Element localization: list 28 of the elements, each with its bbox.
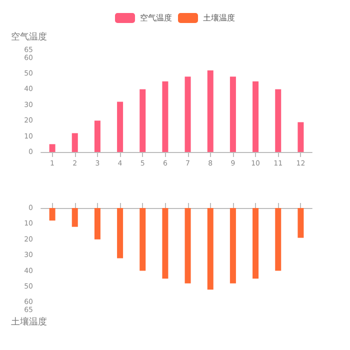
bar xyxy=(94,120,100,152)
bar xyxy=(49,144,56,152)
bar xyxy=(184,208,191,284)
bar xyxy=(298,122,304,152)
legend-label: 空气温度 xyxy=(140,14,172,22)
bar xyxy=(252,208,259,279)
bar xyxy=(275,208,282,271)
bar xyxy=(207,70,214,152)
y-axis-title: 空气温度 xyxy=(11,32,47,42)
bar xyxy=(49,208,56,221)
bar xyxy=(230,76,236,152)
bar xyxy=(162,81,168,152)
bar xyxy=(117,208,124,258)
y-axis-title: 土壤温度 xyxy=(11,316,47,328)
bar xyxy=(94,208,100,240)
bar xyxy=(230,208,236,284)
bar xyxy=(298,208,304,238)
legend-label: 土壤温度 xyxy=(203,14,235,22)
bar xyxy=(184,76,191,152)
bar xyxy=(252,81,259,152)
bar xyxy=(162,208,168,279)
bar xyxy=(72,133,78,152)
bar xyxy=(72,208,78,227)
bar xyxy=(140,208,146,271)
bar xyxy=(140,89,146,152)
bar xyxy=(275,89,282,152)
bar xyxy=(117,102,124,152)
bar xyxy=(207,208,214,290)
